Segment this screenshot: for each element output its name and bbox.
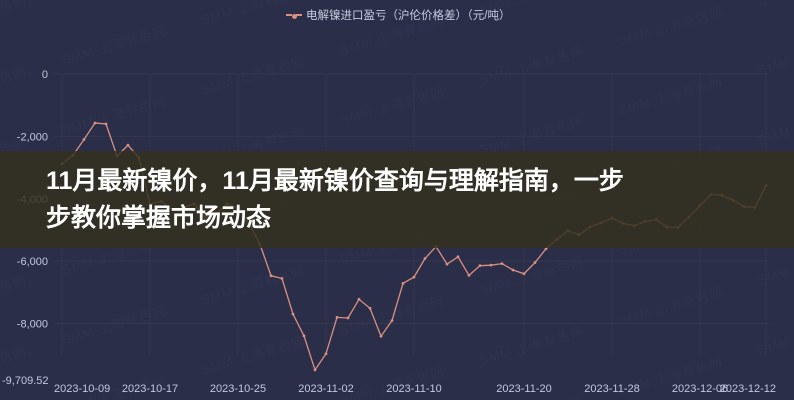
svg-text:2023-10-09: 2023-10-09 bbox=[54, 383, 110, 395]
svg-text:-2,000: -2,000 bbox=[17, 131, 48, 143]
svg-text:-6,000: -6,000 bbox=[17, 256, 48, 268]
svg-text:2023-11-28: 2023-11-28 bbox=[584, 383, 639, 395]
svg-text:2023-11-20: 2023-11-20 bbox=[496, 383, 551, 395]
svg-text:0: 0 bbox=[42, 69, 48, 81]
svg-text:2023-10-25: 2023-10-25 bbox=[210, 383, 266, 395]
svg-text:2023-10-17: 2023-10-17 bbox=[122, 383, 178, 395]
svg-text:-8,000: -8,000 bbox=[17, 319, 48, 331]
svg-text:-9,709.52: -9,709.52 bbox=[2, 375, 48, 387]
svg-text:2023-11-02: 2023-11-02 bbox=[298, 383, 353, 395]
svg-text:2023-12-12: 2023-12-12 bbox=[720, 383, 776, 395]
svg-text:2023-11-10: 2023-11-10 bbox=[386, 383, 441, 395]
